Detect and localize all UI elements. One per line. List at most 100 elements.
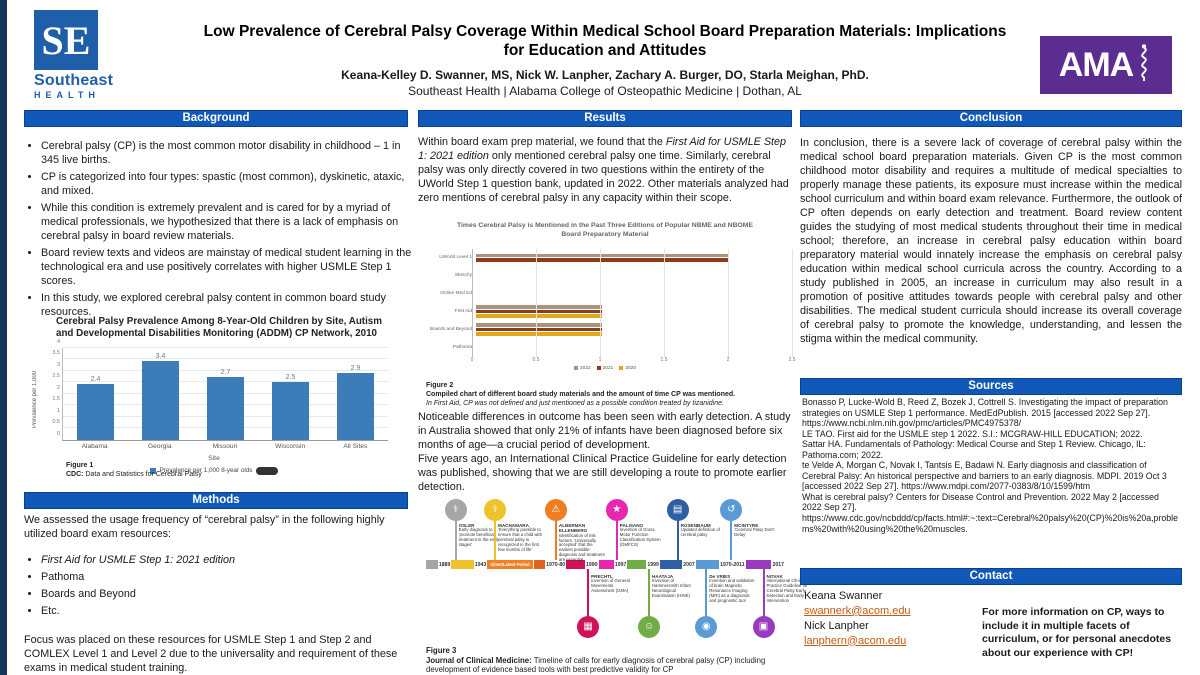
contact-people: Keana Swanner swannerk@acom.edu Nick Lanph…: [804, 589, 974, 648]
figure2-category-label: Sketchy: [454, 273, 472, 279]
timeline-year-label: 1943: [474, 561, 487, 568]
timeline-year-label: 2007: [683, 561, 695, 568]
results-paragraph-2: Noticeable differences in outcome has be…: [418, 411, 791, 452]
bar-slot: 2.9: [323, 348, 388, 440]
figure1-x-axis-label: Site: [208, 454, 220, 462]
x-category-label: Wisconsin: [275, 442, 306, 450]
figure2-category-label: UWorld Level 1: [439, 255, 472, 261]
left-edge-strip: [0, 0, 7, 675]
timeline-segment-block: [745, 560, 772, 569]
legend-swatch: [149, 467, 156, 474]
legend-label: 2020: [625, 365, 636, 371]
timeline-event-desc: 'Cerebral Palsy Don't Delay': [734, 527, 775, 538]
timeline-segment: 1999: [627, 560, 659, 569]
figure2-row: Pathoma: [418, 339, 792, 357]
contact-email-link[interactable]: swannerk@acom.edu: [804, 604, 911, 617]
figure2-row: Boards and Beyond: [418, 321, 792, 339]
stethoscope-icon: ⚕: [452, 504, 459, 515]
bar-alabama: [76, 384, 115, 440]
x-category-label: All Sites: [343, 442, 368, 450]
figure1-y-axis-label: Prevalence per 1,000: [32, 369, 38, 428]
timeline-event-text: ALBERMAN ELLENBERG Identification of risk…: [559, 523, 605, 563]
timeline-year-label: 1990: [586, 561, 598, 568]
timeline-event-name: De VRIES: [709, 574, 731, 579]
figure2-track: [476, 303, 792, 321]
figure3-timeline: 1889 1943 Silent/Latent Period 1970-80 1990 1…: [426, 498, 808, 640]
brain-icon: ◉: [701, 621, 711, 632]
figure2-legend: 2022 2021 2020: [418, 366, 792, 371]
timeline-segment: 1970-2011: [695, 560, 745, 569]
bar-value-label: 2.9: [350, 364, 361, 372]
timeline-stem: [615, 520, 618, 560]
results-text-segment: First Aid for USMLE Step 1: 2021 edition: [418, 136, 787, 163]
movement-icon: ▦: [583, 621, 593, 632]
book-icon: ▤: [672, 504, 683, 515]
figure2-caption: Figure 2 Compiled chart of different boa…: [426, 382, 786, 408]
figure2-track: [476, 339, 792, 357]
figure2-caption-text: Compiled chart of different board study …: [426, 390, 736, 398]
timeline-year-label: 1889: [438, 561, 451, 568]
bar-georgia: [141, 361, 180, 440]
methods-bullet: Pathoma: [41, 570, 408, 584]
timeline-year-label: 2017: [772, 561, 785, 568]
contact-email-link[interactable]: lanphern@acom.edu: [804, 634, 907, 647]
caduceus-icon: [1135, 41, 1153, 90]
timeline-segment-block: [533, 560, 546, 569]
figure2-bar-2021: [476, 327, 603, 332]
timeline-stem: [494, 520, 497, 560]
timeline-event-mcintyre: ↺: [720, 499, 743, 521]
bar-value-label: 2.7: [220, 369, 231, 377]
timeline-segment: 1970-80: [533, 560, 565, 569]
source-entry: LE TAO. First aid for the USMLE step 1 2…: [802, 428, 1143, 439]
figure2-row: Sketchy: [418, 267, 792, 285]
figure2-category-label: Pathoma: [452, 345, 472, 351]
figure2-bar-2020: [476, 314, 603, 318]
x-category-label: Alabama: [81, 442, 108, 450]
source-entry: What is cerebral palsy? Centers for Dise…: [802, 491, 1179, 534]
figure2-caption-label: Figure 2: [426, 382, 454, 389]
figure2-caption-note: In First Aid, CP was not defined and jus…: [426, 399, 724, 407]
methods-bullet: Etc.: [41, 604, 408, 618]
figure3-caption-label: Figure 3: [426, 646, 457, 655]
authors: Keana-Kelley D. Swanner, MS, Nick W. Lan…: [341, 67, 869, 82]
legend-label: 2021: [602, 365, 614, 371]
source-entry: Bonasso P, Lucke-Wold B, Reed Z, Bozek J…: [802, 397, 1168, 429]
y-tick-label: 3: [56, 361, 60, 368]
bar-value-label: 2.5: [285, 374, 296, 381]
section-header-methods: Methods: [24, 492, 408, 509]
methods-bullet-list: First Aid for USMLE Step 1: 2021 edition…: [24, 553, 408, 618]
x-tick-label: 0: [470, 356, 474, 363]
methods-intro: We assessed the usage frequency of “cere…: [24, 514, 385, 541]
timeline-event-text: De VRIES Invention and validation of brai…: [709, 574, 755, 604]
figure2-category-label: Online Med Ed: [440, 291, 472, 297]
results-paragraph-3: Five years ago, an International Clinica…: [418, 453, 787, 494]
timeline-event-name: ROSENBAUM: [680, 523, 711, 528]
timeline-segment-block: [627, 560, 647, 569]
timeline-event-name: MACNAMARA: [498, 523, 529, 528]
se-logo-name: Southeast: [34, 72, 114, 89]
timeline-segment-block: [659, 560, 683, 569]
figure2-bar-2021: [476, 258, 729, 262]
timeline-segment: 1889: [426, 560, 450, 569]
y-tick-label: 2: [56, 384, 60, 391]
clock-rewind-icon: ↺: [727, 504, 736, 515]
figure2-track: [476, 321, 792, 339]
x-tick-label: 1: [598, 356, 602, 363]
timeline-event-de-vries: ◉: [695, 616, 718, 638]
x-category-label: Missouri: [212, 442, 238, 450]
figure1-chart: Cerebral Palsy Prevalence Among 8-Year-O…: [32, 316, 396, 475]
timeline-event-haataja: ☺: [637, 616, 660, 638]
figure2-chart-title: Times Cerebral Palsy is Mentioned in the…: [457, 222, 753, 238]
timeline-event-desc: International Clinical Practice Guidelin…: [766, 578, 808, 604]
figure2-chart: Times Cerebral Palsy is Mentioned in the…: [418, 222, 796, 371]
figure2-row: UWorld Level 1: [418, 249, 792, 267]
figure1-plot-area: 0 0.5 1 1.5 2 2.5 3 3.5 4 2.4 3.4 2.7 2.5 2.9: [52, 339, 388, 441]
y-tick-label: 0.5: [52, 419, 60, 425]
timeline-segment-block: [426, 560, 438, 569]
timeline-year-label: 1970-2011: [720, 561, 745, 568]
bar-slot: 2.4: [63, 348, 128, 440]
figure2-category-label: First Aid: [454, 309, 472, 315]
se-logo-abbr: SE: [41, 17, 91, 63]
figure1-chart-title: Cerebral Palsy Prevalence Among 8-Year-O…: [56, 316, 382, 339]
figure1-legend-label: Prevalence per 1,000 8-year olds: [159, 467, 253, 474]
